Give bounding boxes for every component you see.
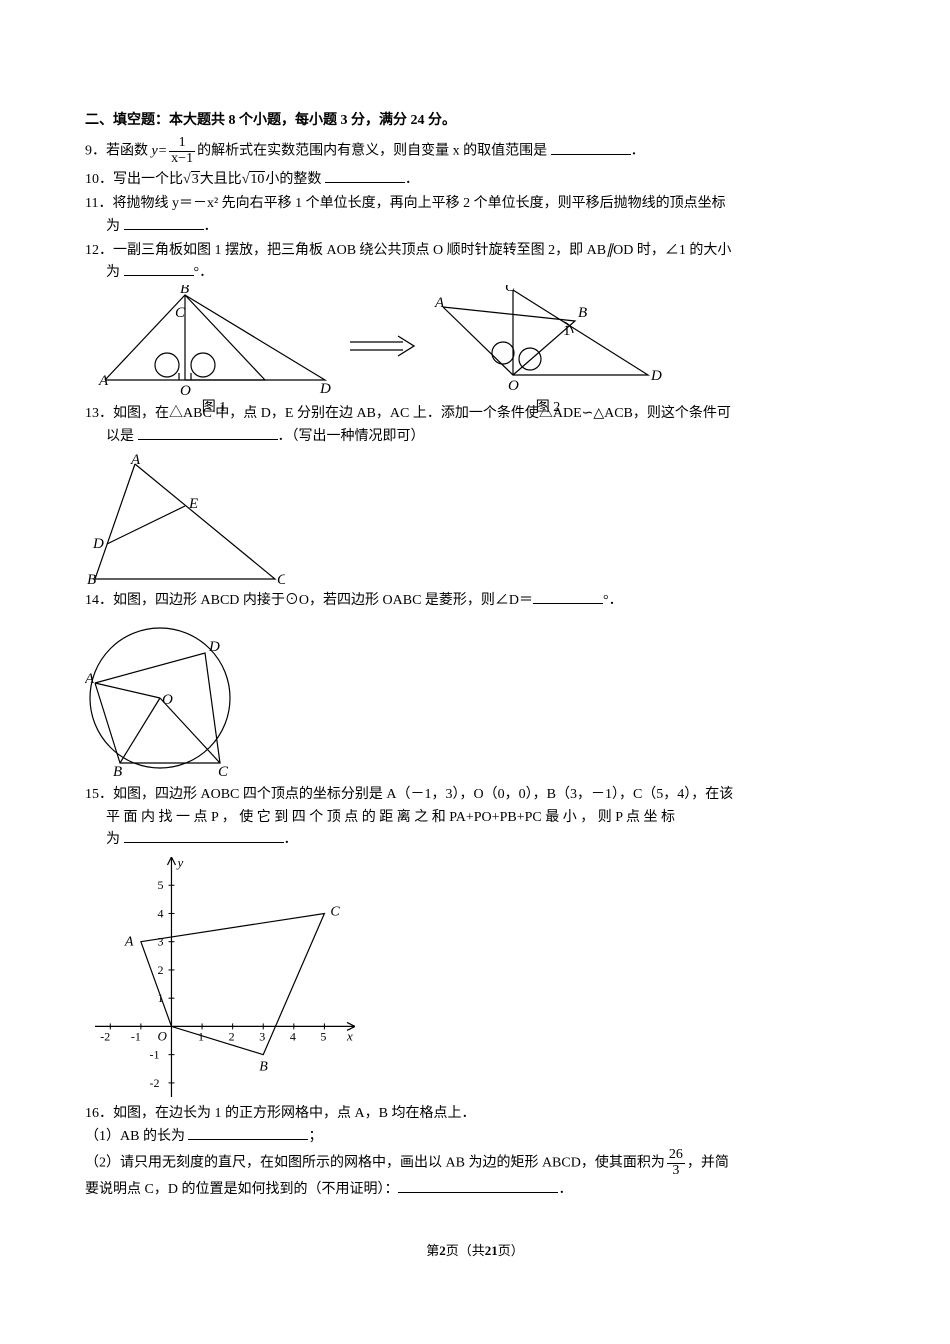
svg-text:C: C	[330, 905, 340, 920]
svg-text:D: D	[319, 381, 331, 395]
svg-text:y: y	[175, 857, 183, 870]
question-9: 9．若函数 y=1x−1的解析式在实数范围内有意义，则自变量 x 的取值范围是 …	[85, 136, 865, 166]
question-12: 12．一副三角板如图 1 摆放，把三角板 AOB 绕公共顶点 O 顺时针旋转至图…	[85, 240, 865, 419]
svg-text:4: 4	[290, 1030, 296, 1044]
q13-line1: 13．如图，在△ABC 中，点 D，E 分别在边 AB，AC 上．添加一个条件使…	[85, 403, 865, 425]
q14-figure: A D O B C	[85, 618, 865, 778]
q12-fig1-wrap: A B C O D 图 1	[95, 285, 333, 419]
svg-text:O: O	[162, 692, 173, 708]
svg-text:2: 2	[229, 1030, 235, 1044]
svg-text:E: E	[188, 496, 198, 512]
svg-text:D: D	[92, 536, 104, 552]
q10-tail: ．	[405, 172, 419, 187]
question-13: 13．如图，在△ABC 中，点 D，E 分别在边 AB，AC 上．添加一个条件使…	[85, 403, 865, 584]
svg-text:A: A	[434, 295, 445, 311]
q15-chart: -2-112345-1-212345xyOABC	[95, 857, 865, 1097]
q9-suffix: 的解析式在实数范围内有意义，则自变量 x 的取值范围是	[197, 144, 551, 159]
svg-text:O: O	[180, 383, 191, 395]
q12-blank	[124, 262, 194, 276]
q11-line2: 为 ．	[85, 216, 865, 238]
svg-text:A: A	[98, 373, 109, 389]
q13-line2: 以是 ．（写出一种情况即可）	[85, 426, 865, 448]
svg-text:C: C	[175, 305, 186, 321]
svg-text:3: 3	[157, 935, 163, 949]
q9-blank	[551, 141, 631, 155]
svg-text:O: O	[157, 1029, 167, 1044]
svg-text:A: A	[124, 935, 134, 950]
svg-text:C: C	[505, 285, 516, 295]
svg-text:A: A	[85, 671, 95, 687]
q15-line2: 平 面 内 找 一 点 P ， 使 它 到 四 个 顶 点 的 距 离 之 和 …	[85, 807, 865, 829]
q16-blank2	[398, 1179, 558, 1193]
q9-num: 1	[169, 136, 195, 152]
q10-root1: √3	[183, 171, 200, 187]
svg-text:B: B	[259, 1060, 268, 1075]
q9-fraction: 1x−1	[169, 136, 195, 166]
q13-blank	[138, 426, 278, 440]
svg-text:D: D	[650, 368, 662, 384]
svg-text:C: C	[277, 572, 285, 584]
q11-line1: 11．将抛物线 y＝－x² 先向右平移 1 个单位长度，再向上平移 2 个单位长…	[85, 193, 865, 215]
section-title: 二、填空题：本大题共 8 个小题，每小题 3 分，满分 24 分。	[85, 110, 865, 132]
question-10: 10．写出一个比√3大且比√10小的整数 ．	[85, 169, 865, 191]
q10-blank	[325, 169, 405, 183]
q9-prefix: 9．若函数	[85, 144, 152, 159]
svg-text:C: C	[218, 764, 229, 778]
q10-root2: √10	[242, 171, 266, 187]
svg-text:x: x	[346, 1029, 353, 1044]
q15-line3: 为 ．	[85, 829, 865, 851]
q16-part2: （2）请只用无刻度的直尺，在如图所示的网格中，画出以 AB 为边的矩形 ABCD…	[85, 1148, 865, 1178]
q12-figures: A B C O D 图 1	[95, 285, 865, 419]
svg-text:4: 4	[157, 907, 163, 921]
question-14: 14．如图，四边形 ABCD 内接于⊙O，若四边形 OABC 是菱形，则∠D＝°…	[85, 590, 865, 778]
svg-text:-1: -1	[149, 1048, 159, 1062]
svg-text:A: A	[130, 454, 141, 468]
q16-part1: （1）AB 的长为 ；	[85, 1126, 865, 1148]
svg-text:-2: -2	[100, 1030, 110, 1044]
svg-text:1: 1	[563, 323, 571, 339]
q14-blank	[533, 590, 603, 604]
svg-text:3: 3	[259, 1030, 265, 1044]
svg-text:D: D	[208, 639, 220, 655]
svg-text:-2: -2	[149, 1076, 159, 1090]
q10-c: 小的整数	[265, 172, 325, 187]
q11-blank	[124, 216, 204, 230]
q12-line2: 为 °．	[85, 262, 865, 284]
q10-a: 10．写出一个比	[85, 172, 183, 187]
page-footer: 第2页（共21页）	[85, 1241, 865, 1262]
question-11: 11．将抛物线 y＝－x² 先向右平移 1 个单位长度，再向上平移 2 个单位长…	[85, 193, 865, 238]
question-16: 16．如图，在边长为 1 的正方形网格中，点 A，B 均在格点上． （1）AB …	[85, 1103, 865, 1201]
q9-den: x−1	[169, 152, 195, 167]
q12-fig2: A C B O D 1	[433, 285, 663, 395]
q12-fig2-wrap: A C B O D 1 图 2	[433, 285, 663, 419]
q12-fig1: A B C O D	[95, 285, 333, 395]
q13-figure: A B C D E	[85, 454, 865, 584]
svg-text:5: 5	[320, 1030, 326, 1044]
svg-text:B: B	[87, 572, 96, 584]
q16-fraction: 263	[667, 1148, 685, 1178]
svg-text:-1: -1	[131, 1030, 141, 1044]
q12-line1: 12．一副三角板如图 1 摆放，把三角板 AOB 绕公共顶点 O 顺时针旋转至图…	[85, 240, 865, 262]
q9-tail: ．	[631, 144, 645, 159]
svg-text:B: B	[180, 285, 189, 297]
question-15: 15．如图，四边形 AOBC 四个顶点的坐标分别是 A（－1，3），O（0，0）…	[85, 784, 865, 1097]
q16-part2c: 要说明点 C，D 的位置是如何找到的（不用证明）：．	[85, 1179, 865, 1201]
q9-yeq: y=	[152, 144, 168, 159]
q16-line1: 16．如图，在边长为 1 的正方形网格中，点 A，B 均在格点上．	[85, 1103, 865, 1125]
q14-text: 14．如图，四边形 ABCD 内接于⊙O，若四边形 OABC 是菱形，则∠D＝	[85, 593, 533, 608]
q10-b: 大且比	[200, 172, 242, 187]
svg-text:B: B	[578, 305, 587, 321]
exam-page: 二、填空题：本大题共 8 个小题，每小题 3 分，满分 24 分。 9．若函数 …	[0, 0, 950, 1322]
svg-text:B: B	[113, 764, 122, 778]
svg-text:5: 5	[157, 879, 163, 893]
svg-text:2: 2	[157, 963, 163, 977]
q15-line1: 15．如图，四边形 AOBC 四个顶点的坐标分别是 A（－1，3），O（0，0）…	[85, 784, 865, 806]
q15-blank	[124, 829, 284, 843]
q16-blank1	[188, 1126, 308, 1140]
svg-text:O: O	[508, 378, 519, 394]
